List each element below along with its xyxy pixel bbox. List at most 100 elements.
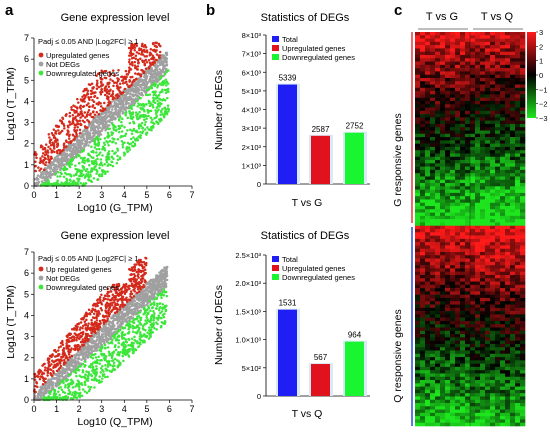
scatter-point (104, 375, 107, 379)
scatter-point (136, 131, 139, 134)
scatter-point (88, 137, 91, 141)
scatter-point (134, 82, 137, 86)
scatter-point (88, 345, 91, 349)
scatter-point (129, 54, 133, 57)
scatter-point (146, 110, 150, 113)
scatter-point (118, 325, 122, 329)
scatter-g-points (33, 41, 171, 188)
scatter-point (49, 173, 53, 176)
scatter-point (136, 274, 140, 277)
scatter-point (109, 331, 112, 334)
scatter-point (116, 154, 119, 158)
scatter-point (118, 126, 122, 130)
scatter-point (97, 123, 100, 127)
scatter-point (157, 108, 160, 111)
scatter-point (42, 183, 46, 186)
scatter-point (89, 385, 93, 389)
scatter-point (85, 167, 89, 171)
scatter-point (142, 108, 146, 112)
scatter-point (103, 137, 107, 140)
scatter-point (97, 153, 101, 156)
heatmap-cell (415, 32, 421, 36)
scatter-point (130, 87, 133, 90)
scatter-point (75, 353, 79, 356)
scatter-point (53, 147, 56, 150)
scatter-point (42, 175, 45, 178)
scatter-point (53, 156, 57, 160)
scatter-point (80, 383, 84, 386)
x-tick-label: 4 (122, 404, 127, 414)
scatter-point (140, 304, 143, 308)
scatter-point (104, 338, 107, 342)
scatter-point (66, 132, 69, 135)
scatter-point (146, 93, 149, 97)
scatter-point (86, 118, 89, 122)
scatter-point (150, 84, 154, 87)
scatter-point (99, 126, 102, 129)
scatter-point (128, 121, 132, 125)
scatter-point (155, 274, 158, 277)
scatter-point (137, 319, 140, 323)
scatter-point (79, 331, 83, 335)
scatter-point (121, 295, 125, 299)
scatter-point (91, 307, 95, 311)
scatter-point (106, 360, 109, 364)
scatter-point (137, 312, 140, 315)
scatter-point (127, 46, 131, 50)
scatter-point (68, 373, 72, 376)
scatter-point (163, 107, 167, 110)
scatter-point (132, 136, 135, 139)
scatter-point (103, 143, 106, 147)
heatmap-cell (435, 32, 441, 36)
scatter-point (151, 54, 155, 58)
scatter-point (70, 362, 73, 366)
scatter-point (100, 352, 103, 356)
scatter-point (104, 170, 107, 174)
scatter-point (124, 81, 127, 84)
scatter-point (78, 337, 81, 341)
scatter-point (99, 342, 102, 345)
scatter-point (39, 145, 43, 149)
scatter-point (79, 181, 82, 185)
scatter-point (132, 273, 136, 276)
scatter-point (134, 72, 137, 75)
scatter-g-xlabel: Log10 (G_TPM) (77, 202, 152, 214)
scatter-point (124, 298, 127, 302)
scatter-point (106, 375, 109, 379)
scatter-point (73, 135, 77, 138)
scatter-point (157, 275, 160, 279)
scatter-point (163, 73, 167, 76)
scatter-point (110, 340, 113, 344)
scatter-point (134, 348, 138, 352)
scatter-point (127, 312, 130, 316)
y-tick-label: 2 (24, 353, 29, 363)
scatter-point (106, 120, 109, 123)
scatter-point (61, 348, 65, 352)
scatter-point (84, 360, 87, 363)
scatter-point (108, 320, 112, 324)
scatter-point (127, 85, 131, 89)
scatter-point (79, 122, 82, 125)
scatter-point (157, 309, 161, 312)
legend-label: Total (282, 255, 298, 264)
scatter-point (140, 290, 143, 294)
scatter-point (120, 334, 123, 338)
scatter-point (67, 141, 70, 144)
scatter-point (157, 93, 161, 97)
scatter-point (91, 356, 95, 360)
scatter-point (163, 305, 167, 309)
scatter-point (81, 95, 84, 99)
scatter-point (111, 364, 115, 368)
scatter-point (142, 313, 145, 316)
scatter-point (98, 359, 102, 362)
scatter-point (70, 182, 74, 186)
scatter-point (94, 115, 97, 119)
scatter-point (131, 94, 135, 98)
scatter-point (106, 317, 109, 320)
scatter-point (44, 176, 47, 180)
scatter-point (98, 295, 102, 299)
scatter-point (135, 282, 138, 286)
scatter-point (162, 322, 165, 325)
